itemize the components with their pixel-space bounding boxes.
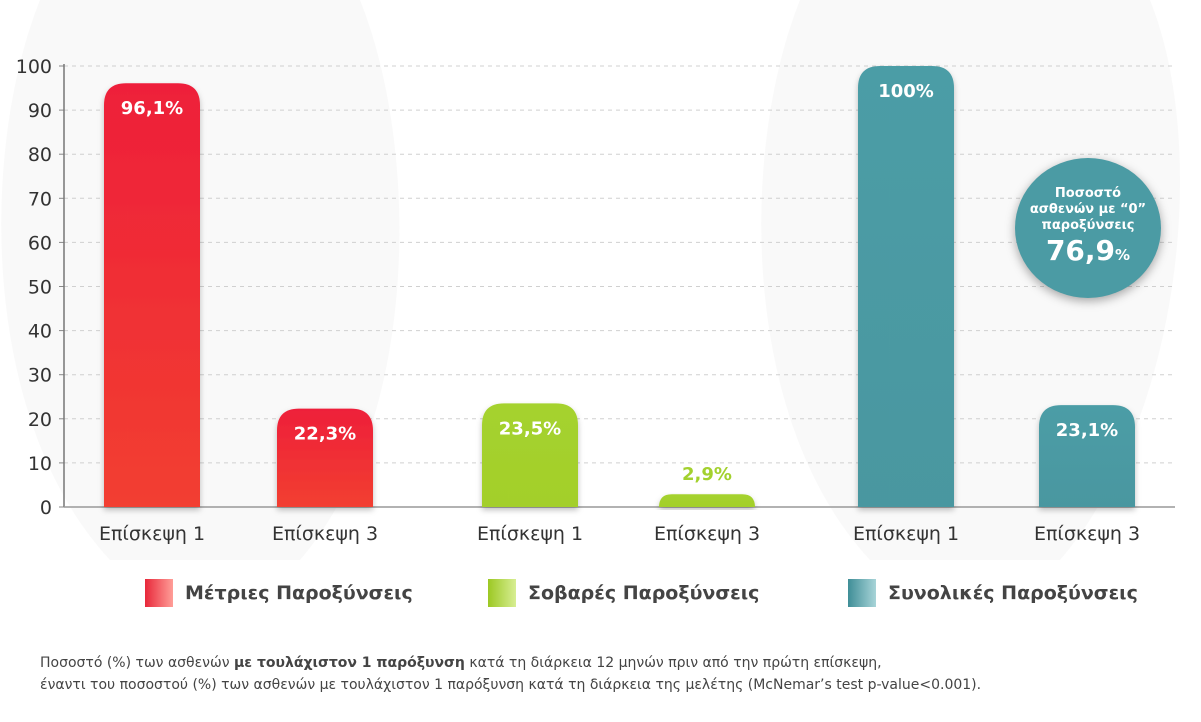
y-tick-label: 30	[28, 365, 52, 387]
bar-total-1	[858, 66, 954, 507]
legend-swatch-teal	[848, 579, 876, 607]
legend-label: Μέτριες Παροξύνσεις	[185, 582, 413, 604]
x-category-label: Επίσκεψη 3	[272, 523, 378, 545]
y-tick-label: 40	[28, 321, 52, 343]
legend-item-severe: Σοβαρές Παροξύνσεις	[488, 578, 759, 608]
legend-swatch-green	[488, 579, 516, 607]
y-tick-label: 60	[28, 232, 52, 254]
footnote-line-1: Ποσοστό (%) των ασθενών με τουλάχιστον 1…	[40, 652, 1160, 674]
legend-label: Συνολικές Παροξύνσεις	[888, 582, 1138, 604]
y-tick-label: 20	[28, 409, 52, 431]
bar-moderate-2	[277, 408, 373, 507]
data-labels: 96,1% 22,3% 23,5% 2,9% 100% 23,1%	[121, 81, 1118, 485]
x-category-label: Επίσκεψη 3	[654, 523, 760, 545]
y-tick-label: 90	[28, 100, 52, 122]
x-category-label: Επίσκεψη 1	[477, 523, 583, 545]
footnote-text: Ποσοστό (%) των ασθενών	[40, 655, 234, 671]
x-category-label: Επίσκεψη 1	[853, 523, 959, 545]
y-tick-labels: 0 10 20 30 40 50 60 70 80 90 100	[16, 56, 52, 519]
badge-value: 76,9%	[1046, 236, 1130, 270]
bar-total-2	[1039, 405, 1135, 507]
badge-unit: %	[1115, 246, 1131, 264]
y-tick-label: 100	[16, 56, 52, 78]
legend-label: Σοβαρές Παροξύνσεις	[528, 582, 760, 604]
data-label: 2,9%	[682, 464, 732, 485]
data-label: 100%	[878, 81, 934, 102]
gridlines	[59, 65, 1175, 508]
x-category-label: Επίσκεψη 3	[1034, 523, 1140, 545]
bars	[104, 66, 1135, 507]
bar-severe-1	[482, 403, 578, 507]
y-tick-label: 70	[28, 188, 52, 210]
bar-moderate-1	[104, 83, 200, 507]
bar-severe-2	[659, 494, 755, 507]
data-label: 96,1%	[121, 98, 183, 119]
data-label: 23,5%	[499, 418, 561, 439]
y-tick-label: 0	[40, 497, 52, 519]
legend-item-total: Συνολικές Παροξύνσεις	[848, 578, 1138, 608]
y-tick-label: 80	[28, 144, 52, 166]
legend-item-moderate: Μέτριες Παροξύνσεις	[145, 578, 413, 608]
x-category-label: Επίσκεψη 1	[99, 523, 205, 545]
footnote-line-2: έναντι του ποσοστού (%) των ασθενών με τ…	[40, 677, 982, 693]
y-tick-label: 10	[28, 453, 52, 475]
data-label: 23,1%	[1056, 420, 1118, 441]
data-label: 22,3%	[294, 424, 356, 445]
footnote-text: κατά τη διάρκεια 12 μηνών πριν από την π…	[464, 655, 882, 671]
badge-number: 76,9	[1045, 234, 1116, 267]
legend-swatch-red	[145, 579, 173, 607]
axes	[63, 64, 1175, 508]
x-category-labels: Επίσκεψη 1 Επίσκεψη 3 Επίσκεψη 1 Επίσκεψη 3…	[99, 523, 1140, 545]
badge-text: Ποσοστό ασθενών με “0” παροξύνσεις	[1029, 186, 1147, 233]
footnote-emphasis: με τουλάχιστον 1 παρόξυνση	[234, 655, 465, 671]
zero-exacerbations-badge: Ποσοστό ασθενών με “0” παροξύνσεις 76,9%	[1015, 158, 1161, 298]
y-tick-label: 50	[28, 277, 52, 299]
footnote: Ποσοστό (%) των ασθενών με τουλάχιστον 1…	[40, 652, 1160, 696]
